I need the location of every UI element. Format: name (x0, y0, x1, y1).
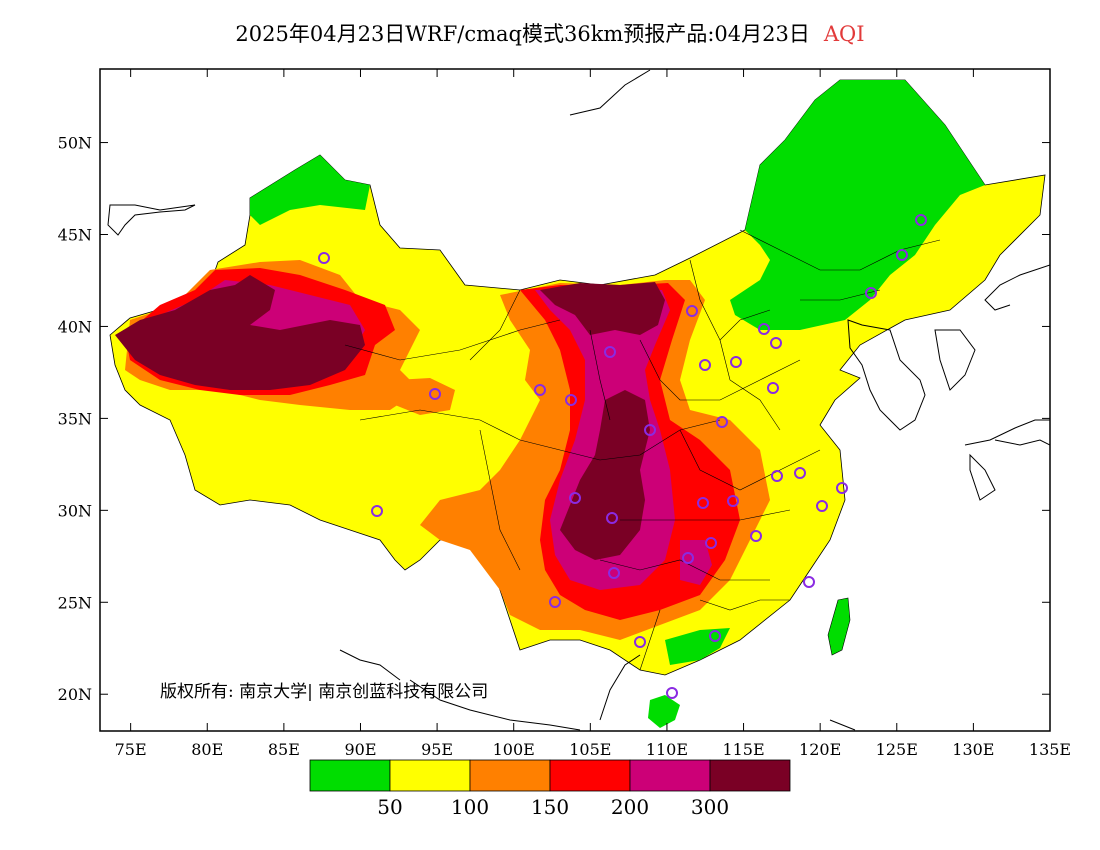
station-marker (709, 630, 721, 642)
station-marker (644, 424, 656, 436)
lon-tick-label: 135E (1029, 740, 1071, 759)
station-marker (767, 382, 779, 394)
lat-tick-label: 50N (58, 134, 92, 153)
station-marker (865, 287, 877, 299)
station-marker (699, 359, 711, 371)
aqi-zone-green-northwest (250, 155, 370, 225)
aqi-zone-maroon-inner-mongolia (540, 282, 665, 335)
station-marker (794, 467, 806, 479)
station-marker (682, 552, 694, 564)
station-marker (896, 249, 908, 261)
station-marker (758, 323, 770, 335)
lat-tick-label: 30N (58, 501, 92, 520)
lon-tick-label: 95E (421, 740, 453, 759)
legend-swatch (469, 759, 551, 792)
station-marker (705, 537, 717, 549)
station-marker (318, 252, 330, 264)
lon-tick-label: 75E (115, 740, 147, 759)
lat-tick-label: 45N (58, 226, 92, 245)
lon-tick-label: 100E (493, 740, 535, 759)
lon-tick-label: 120E (799, 740, 841, 759)
station-marker (666, 687, 678, 699)
lat-tick-label: 35N (58, 409, 92, 428)
lat-tick-label: 20N (58, 685, 92, 704)
coastlines (107, 69, 1050, 731)
station-marker (730, 356, 742, 368)
station-marker (608, 567, 620, 579)
legend-swatch (549, 759, 631, 792)
station-marker (604, 346, 616, 358)
station-marker (429, 388, 441, 400)
aqi-zone-maroon-west (115, 275, 365, 390)
station-marker (697, 497, 709, 509)
title-main: 2025年04月23日WRF/cmaq模式36km预报产品:04月23日 (235, 22, 810, 46)
aqi-zone-magenta-hunan (680, 540, 712, 585)
lon-tick-label: 90E (344, 740, 376, 759)
lon-tick-label: 105E (569, 740, 611, 759)
station-marker (371, 505, 383, 517)
station-marker (565, 394, 577, 406)
legend-label: 100 (451, 795, 489, 819)
station-markers (318, 214, 927, 699)
legend-swatch (629, 759, 711, 792)
aqi-zone-maroon-sichuan (560, 390, 650, 560)
station-marker (816, 500, 828, 512)
aqi-zone-orange-tibet (395, 378, 455, 415)
lon-tick-label: 115E (722, 740, 764, 759)
station-marker (750, 530, 762, 542)
aqi-zone-green-hainan (648, 695, 680, 728)
lon-tick-label: 125E (876, 740, 918, 759)
station-marker (836, 482, 848, 494)
map-frame (99, 68, 1051, 732)
longitude-axis: 75E 80E 85E 90E 95E 100E 105E 110E 115E 120E 125E 1… (115, 69, 1071, 759)
map-layers (107, 69, 1050, 731)
legend-swatch (709, 759, 791, 792)
station-marker (686, 305, 698, 317)
station-marker (716, 416, 728, 428)
lat-tick-label: 40N (58, 317, 92, 336)
lon-tick-label: 80E (191, 740, 223, 759)
station-marker (915, 214, 927, 226)
title-variable: AQI (823, 22, 865, 46)
station-marker (634, 636, 646, 648)
legend-label: 150 (531, 795, 569, 819)
station-marker (549, 596, 561, 608)
aqi-legend: 50 100 150 200 300 (309, 759, 791, 819)
station-marker (803, 576, 815, 588)
aqi-zone-green-south (665, 628, 730, 665)
copyright-text: 版权所有: 南京大学| 南京创蓝科技有限公司 (160, 682, 488, 702)
station-marker (569, 492, 581, 504)
station-marker (534, 384, 546, 396)
lat-tick-label: 25N (58, 593, 92, 612)
latitude-axis: 20N 25N 30N 35N 40N 45N 50N (58, 134, 1050, 704)
aqi-zone-green-northeast (730, 80, 985, 330)
aqi-zone-green-taiwan (827, 597, 851, 656)
lon-tick-label: 110E (646, 740, 688, 759)
lon-tick-label: 130E (952, 740, 994, 759)
map-title: 2025年04月23日WRF/cmaq模式36km预报产品:04月23日 AQI (0, 18, 1100, 48)
legend-swatch (389, 759, 471, 792)
station-marker (771, 470, 783, 482)
legend-label: 200 (611, 795, 649, 819)
legend-label: 50 (377, 795, 402, 819)
lon-tick-label: 85E (268, 740, 300, 759)
station-marker (770, 337, 782, 349)
legend-label: 300 (691, 795, 729, 819)
station-marker (727, 495, 739, 507)
station-marker (606, 512, 618, 524)
legend-swatch (309, 759, 391, 792)
